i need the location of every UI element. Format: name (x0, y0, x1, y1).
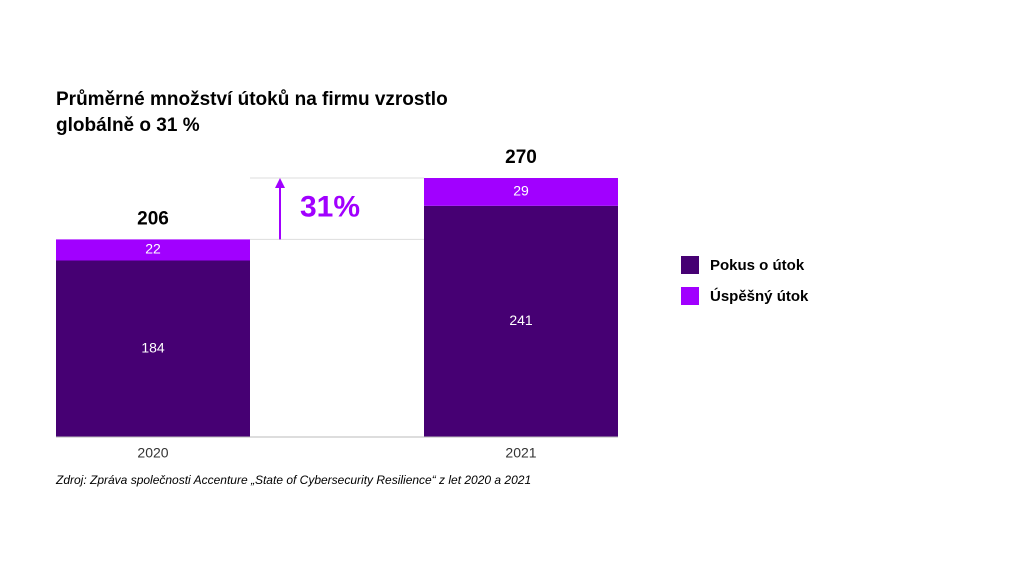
legend-swatch (681, 256, 699, 274)
bar-segment (56, 239, 250, 261)
x-tick-label: 2021 (505, 445, 536, 461)
value-label: 184 (141, 339, 165, 355)
annotation: 31% (300, 191, 360, 224)
value-label: 22 (145, 241, 161, 257)
x-tick-label: 2020 (137, 445, 168, 461)
legend-label: Úspěšný útok (710, 287, 809, 305)
value-label: 241 (509, 312, 533, 328)
arrow-head (275, 178, 285, 188)
chart-title: globálně o 31 % (56, 115, 200, 136)
total-label: 206 (137, 208, 169, 229)
bar-segment (424, 178, 618, 206)
legend-swatch (681, 287, 699, 305)
total-label: 270 (505, 147, 537, 168)
source-note: Zdroj: Zpráva společnosti Accenture „Sta… (55, 473, 531, 487)
value-label: 29 (513, 183, 529, 199)
bar-segment (424, 205, 618, 437)
chart-title: Průměrné množství útoků na firmu vzrostl… (56, 89, 448, 110)
legend-label: Pokus o útok (710, 257, 805, 274)
bar-segment (56, 260, 250, 437)
